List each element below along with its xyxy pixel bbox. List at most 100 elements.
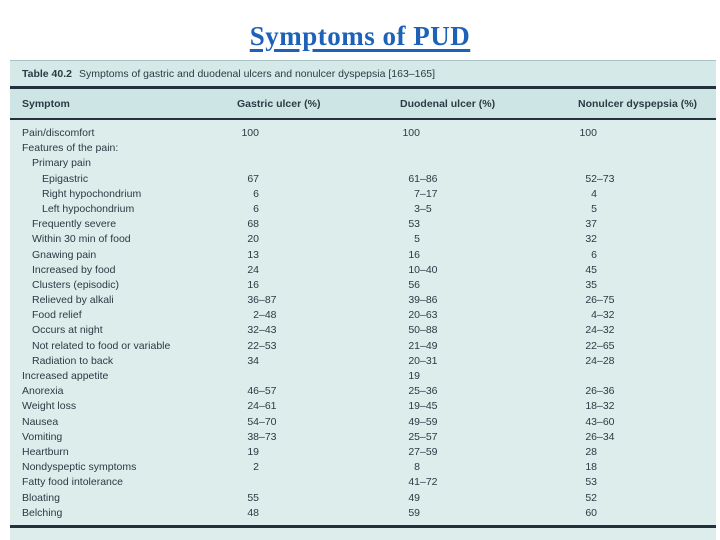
value-cell: 18 bbox=[585, 461, 597, 474]
value-cell: 32 bbox=[585, 233, 597, 246]
value-cell: 67 bbox=[247, 172, 259, 185]
value-cell: 26–34 bbox=[585, 430, 615, 443]
value-cell: 19–45 bbox=[408, 400, 438, 413]
symptom-cell: Primary pain bbox=[32, 157, 91, 170]
table-row: Heartburn 19 27–59 28 bbox=[10, 445, 716, 460]
value-cell: 45 bbox=[585, 263, 597, 276]
column-header-gastric: Gastric ulcer (%) bbox=[237, 97, 321, 110]
table-row: Within 30 min of food 20 5 32 bbox=[10, 232, 716, 247]
value-cell: 55 bbox=[247, 491, 259, 504]
value-cell: 38–73 bbox=[247, 430, 277, 443]
table-row: Relieved by alkali 36–87 39–86 26–75 bbox=[10, 293, 716, 308]
value-cell: 39–86 bbox=[408, 294, 438, 307]
value-cell: 59 bbox=[408, 506, 420, 519]
value-cell: 8 bbox=[414, 461, 420, 474]
value-cell: 49–59 bbox=[408, 415, 438, 428]
table-row: Primary pain bbox=[10, 156, 716, 171]
value-cell: 35 bbox=[585, 278, 597, 291]
table-row: Fatty food intolerance 41–72 53 bbox=[10, 475, 716, 490]
value-cell: 100 bbox=[579, 127, 597, 139]
value-cell bbox=[400, 156, 578, 171]
symptom-cell: Pain/discomfort bbox=[22, 127, 95, 139]
value-cell: 56 bbox=[408, 278, 420, 291]
value-cell bbox=[237, 369, 400, 384]
table-row: Gnawing pain 13 16 6 bbox=[10, 248, 716, 263]
value-cell: 4–32 bbox=[591, 309, 615, 322]
table-row: Epigastric 67 61–86 52–73 bbox=[10, 172, 716, 187]
column-header-nonulcer: Nonulcer dyspepsia (%) bbox=[578, 97, 698, 110]
value-cell bbox=[237, 141, 400, 156]
symptom-cell: Fatty food intolerance bbox=[22, 476, 123, 489]
symptom-cell: Vomiting bbox=[22, 430, 63, 443]
table-row: Increased by food 24 10–40 45 bbox=[10, 263, 716, 278]
table-body: Pain/discomfort 100 100 100 Features of the … bbox=[10, 120, 716, 521]
symptom-cell: Increased by food bbox=[32, 263, 116, 276]
value-cell: 61–86 bbox=[408, 172, 438, 185]
value-cell: 16 bbox=[247, 278, 259, 291]
value-cell: 24–32 bbox=[585, 324, 615, 337]
table-caption-label: Table 40.2 bbox=[22, 67, 72, 80]
value-cell: 24–61 bbox=[247, 400, 277, 413]
table-row: Anorexia 46–57 25–36 26–36 bbox=[10, 384, 716, 399]
table-row: Increased appetite 19 bbox=[10, 369, 716, 384]
symptom-cell: Clusters (episodic) bbox=[32, 278, 119, 291]
value-cell: 100 bbox=[241, 127, 259, 139]
value-cell: 32–43 bbox=[247, 324, 277, 337]
value-cell: 13 bbox=[247, 248, 259, 261]
symptom-cell: Food relief bbox=[32, 309, 82, 322]
table-row: Left hypochondrium 6 3–5 5 bbox=[10, 202, 716, 217]
value-cell: 19 bbox=[408, 370, 420, 382]
value-cell bbox=[237, 156, 400, 171]
table-row: Frequently severe 68 53 37 bbox=[10, 217, 716, 232]
value-cell: 24–28 bbox=[585, 354, 615, 367]
value-cell: 2 bbox=[253, 461, 259, 474]
value-cell: 21–49 bbox=[408, 339, 438, 352]
value-cell: 52 bbox=[585, 491, 597, 504]
table-row: Features of the pain: bbox=[10, 141, 716, 156]
value-cell: 18–32 bbox=[585, 400, 615, 413]
value-cell: 22–53 bbox=[247, 339, 277, 352]
value-cell: 6 bbox=[253, 202, 259, 215]
value-cell: 4 bbox=[591, 187, 597, 200]
value-cell: 53 bbox=[408, 218, 420, 231]
symptom-cell: Bloating bbox=[22, 491, 60, 504]
table-row: Nondyspeptic symptoms 2 8 18 bbox=[10, 460, 716, 475]
value-cell: 37 bbox=[585, 218, 597, 231]
value-cell: 20–31 bbox=[408, 354, 438, 367]
value-cell bbox=[400, 141, 578, 156]
value-cell bbox=[578, 156, 716, 171]
value-cell: 49 bbox=[408, 491, 420, 504]
value-cell: 46–57 bbox=[247, 385, 277, 398]
value-cell: 2–48 bbox=[253, 309, 277, 322]
table-row: Right hypochondrium 6 7–17 4 bbox=[10, 187, 716, 202]
value-cell: 48 bbox=[247, 506, 259, 519]
symptom-cell: Left hypochondrium bbox=[42, 202, 135, 215]
value-cell: 22–65 bbox=[585, 339, 615, 352]
value-cell: 3–5 bbox=[414, 202, 432, 215]
table-header-row: Symptom Gastric ulcer (%) Duodenal ulcer… bbox=[10, 89, 716, 120]
value-cell: 43–60 bbox=[585, 415, 615, 428]
value-cell: 68 bbox=[247, 218, 259, 231]
symptom-cell: Epigastric bbox=[42, 172, 89, 185]
table-row: Nausea 54–70 49–59 43–60 bbox=[10, 415, 716, 430]
symptom-cell: Within 30 min of food bbox=[32, 233, 131, 246]
value-cell: 20 bbox=[247, 233, 259, 246]
value-cell: 25–36 bbox=[408, 385, 438, 398]
table-row: Occurs at night 32–43 50–88 24–32 bbox=[10, 323, 716, 338]
symptom-cell: Heartburn bbox=[22, 445, 69, 458]
value-cell: 50–88 bbox=[408, 324, 438, 337]
value-cell: 7–17 bbox=[414, 187, 438, 200]
page-title: Symptoms of PUD bbox=[249, 21, 471, 51]
value-cell: 20–63 bbox=[408, 309, 438, 322]
symptom-cell: Features of the pain: bbox=[22, 142, 119, 155]
symptom-cell: Radiation to back bbox=[32, 354, 114, 367]
column-header-duodenal: Duodenal ulcer (%) bbox=[400, 97, 496, 110]
column-header-symptom: Symptom bbox=[22, 97, 70, 110]
symptom-cell: Belching bbox=[22, 506, 63, 519]
table-row: Pain/discomfort 100 100 100 bbox=[10, 126, 716, 141]
value-cell: 26–36 bbox=[585, 385, 615, 398]
value-cell: 5 bbox=[414, 233, 420, 246]
symptom-cell: Frequently severe bbox=[32, 218, 117, 231]
table-bottom-border bbox=[10, 524, 716, 528]
